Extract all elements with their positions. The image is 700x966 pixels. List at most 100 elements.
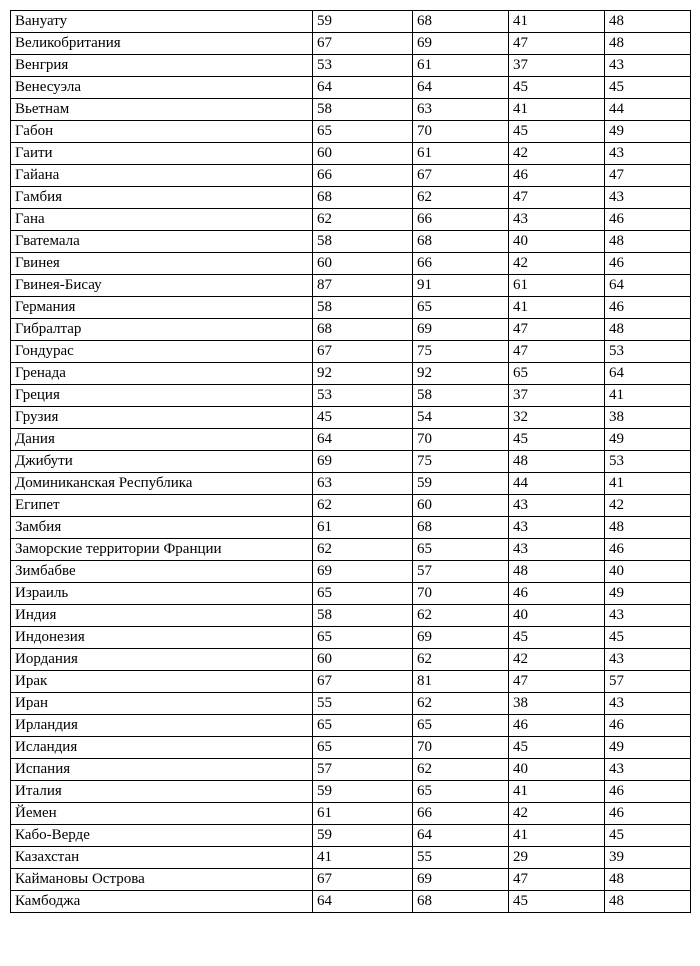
table-cell: 29 [509,847,605,869]
table-cell: Ирландия [11,715,313,737]
table-cell: 43 [605,143,691,165]
table-cell: 46 [605,297,691,319]
table-cell: 61 [313,803,413,825]
table-cell: Великобритания [11,33,313,55]
table-cell: 55 [313,693,413,715]
table-cell: 42 [605,495,691,517]
table-row: Гватемала58684048 [11,231,691,253]
table-row: Йемен61664246 [11,803,691,825]
table-cell: 45 [605,627,691,649]
table-row: Заморские территории Франции62654346 [11,539,691,561]
table-row: Гамбия68624743 [11,187,691,209]
table-cell: 53 [605,451,691,473]
table-cell: Дания [11,429,313,451]
table-cell: 61 [313,517,413,539]
table-cell: 43 [509,539,605,561]
table-cell: 41 [509,825,605,847]
table-row: Великобритания67694748 [11,33,691,55]
table-row: Камбоджа64684548 [11,891,691,913]
table-cell: 57 [605,671,691,693]
table-row: Каймановы Острова67694748 [11,869,691,891]
table-cell: 62 [413,605,509,627]
table-cell: Индонезия [11,627,313,649]
table-cell: Индия [11,605,313,627]
table-row: Казахстан41552939 [11,847,691,869]
table-cell: Грузия [11,407,313,429]
table-cell: 48 [605,319,691,341]
table-cell: 47 [509,319,605,341]
table-row: Гана62664346 [11,209,691,231]
table-row: Египет62604342 [11,495,691,517]
table-cell: 38 [509,693,605,715]
table-cell: 62 [413,693,509,715]
table-cell: 39 [605,847,691,869]
table-cell: 75 [413,451,509,473]
table-cell: 32 [509,407,605,429]
table-row: Вьетнам58634144 [11,99,691,121]
table-row: Индонезия65694545 [11,627,691,649]
table-cell: 43 [605,187,691,209]
table-cell: Германия [11,297,313,319]
table-cell: 57 [313,759,413,781]
table-cell: 60 [413,495,509,517]
table-cell: 70 [413,429,509,451]
table-cell: 58 [313,605,413,627]
table-cell: 42 [509,803,605,825]
table-cell: 69 [413,33,509,55]
table-cell: 62 [413,759,509,781]
table-cell: 43 [605,55,691,77]
table-cell: 46 [605,253,691,275]
table-cell: 64 [313,429,413,451]
table-cell: 64 [413,825,509,847]
table-cell: 65 [313,627,413,649]
table-cell: 70 [413,737,509,759]
table-cell: 40 [509,759,605,781]
table-cell: Габон [11,121,313,143]
table-cell: 46 [605,781,691,803]
table-cell: Заморские территории Франции [11,539,313,561]
table-cell: 65 [413,715,509,737]
table-cell: 68 [413,517,509,539]
table-cell: 66 [413,803,509,825]
table-row: Гвинея60664246 [11,253,691,275]
table-cell: 53 [313,385,413,407]
table-row: Италия59654146 [11,781,691,803]
data-table: Вануату59684148Великобритания67694748Вен… [10,10,691,913]
table-cell: 45 [509,121,605,143]
table-cell: 46 [509,583,605,605]
table-cell: 67 [313,671,413,693]
table-cell: 48 [605,891,691,913]
table-cell: Израиль [11,583,313,605]
table-row: Гаити60614243 [11,143,691,165]
table-cell: 67 [313,33,413,55]
table-row: Израиль65704649 [11,583,691,605]
table-cell: 65 [413,781,509,803]
table-cell: 46 [605,539,691,561]
table-cell: Йемен [11,803,313,825]
table-cell: 49 [605,121,691,143]
table-row: Зимбабве69574840 [11,561,691,583]
table-cell: 75 [413,341,509,363]
table-cell: Джибути [11,451,313,473]
table-cell: 47 [509,869,605,891]
table-cell: 58 [313,99,413,121]
table-cell: 53 [605,341,691,363]
table-cell: 62 [413,649,509,671]
table-row: Германия58654146 [11,297,691,319]
table-cell: Египет [11,495,313,517]
table-cell: 65 [313,121,413,143]
table-cell: 46 [509,165,605,187]
table-cell: 45 [313,407,413,429]
table-cell: 40 [605,561,691,583]
table-cell: Греция [11,385,313,407]
table-cell: 46 [605,715,691,737]
table-cell: 43 [509,209,605,231]
table-cell: 48 [605,11,691,33]
table-cell: 47 [509,33,605,55]
table-cell: 68 [413,11,509,33]
table-cell: Гана [11,209,313,231]
table-row: Венгрия53613743 [11,55,691,77]
table-row: Испания57624043 [11,759,691,781]
table-row: Вануату59684148 [11,11,691,33]
table-cell: 48 [605,517,691,539]
